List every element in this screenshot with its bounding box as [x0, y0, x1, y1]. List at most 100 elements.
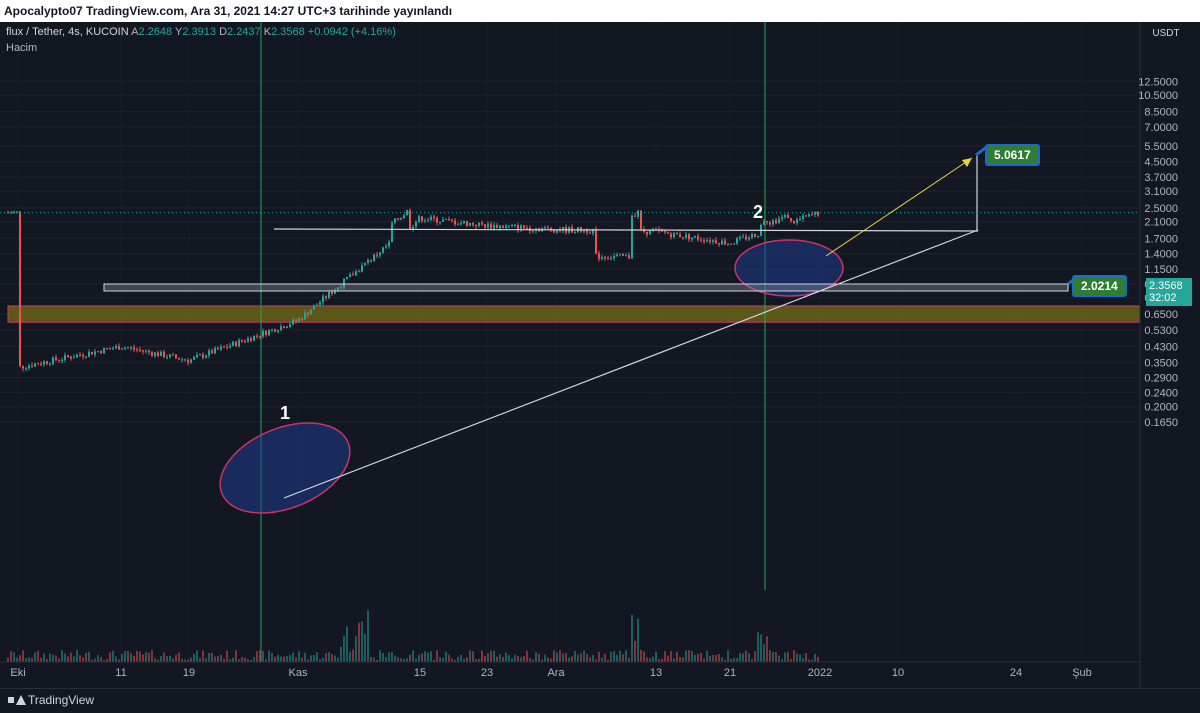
candle-body	[265, 330, 267, 336]
volume-bar	[760, 634, 762, 662]
high-value: 2.3913	[182, 26, 216, 38]
candle-body	[142, 350, 144, 352]
volume-bar	[787, 652, 789, 662]
candle-body	[466, 221, 468, 226]
volume-bar	[526, 650, 528, 662]
ellipse-2	[734, 239, 844, 297]
volume-bar	[247, 659, 249, 662]
candle-body	[556, 229, 558, 233]
candle-body	[34, 363, 36, 367]
volume-bar	[115, 656, 117, 662]
volume-bar	[13, 652, 15, 662]
volume-bar	[160, 656, 162, 662]
candle-body	[229, 345, 231, 348]
candle-body	[16, 211, 18, 213]
volume-bar	[598, 651, 600, 662]
volume-bar	[94, 658, 96, 662]
candle-body	[361, 265, 363, 272]
open-value: 2.2648	[138, 26, 173, 38]
tradingview-logo[interactable]: TradingView	[8, 693, 94, 707]
candle-body	[391, 222, 393, 243]
candle-body	[496, 225, 498, 229]
open-label: A	[131, 26, 139, 38]
volume-bar	[43, 653, 45, 662]
volume-bar	[583, 650, 585, 662]
candle-body	[136, 349, 138, 351]
volume-bar	[679, 657, 681, 662]
volume-bar	[262, 650, 264, 662]
volume-bar	[82, 657, 84, 662]
candle-body	[685, 234, 687, 238]
demand-zone	[7, 305, 1141, 323]
volume-bar	[571, 656, 573, 662]
volume-bar	[34, 652, 36, 662]
price-tick-label: 0.5300	[1144, 325, 1178, 337]
candle-body	[373, 254, 375, 261]
candle-body	[115, 346, 117, 349]
volume-bar	[343, 635, 345, 662]
volume-bar	[268, 650, 270, 662]
candle-body	[148, 350, 150, 353]
candle-body	[286, 326, 288, 329]
candle-body	[199, 354, 201, 356]
candle-body	[49, 363, 51, 365]
volume-bar	[703, 658, 705, 662]
volume-bar	[364, 634, 366, 662]
volume-bar	[511, 658, 513, 662]
candle-body	[808, 214, 810, 217]
volume-bar	[457, 656, 459, 662]
candle-body	[253, 335, 255, 341]
candle-body	[733, 243, 735, 245]
volume-bar	[109, 652, 111, 662]
volume-bar	[808, 659, 810, 662]
volume-bar	[10, 651, 12, 662]
volume-bar	[505, 652, 507, 662]
volume-bar	[355, 636, 357, 662]
volume-bar	[145, 652, 147, 662]
candle-body	[442, 219, 444, 222]
candle-body	[25, 368, 27, 370]
volume-bar	[76, 650, 78, 662]
candle-body	[280, 326, 282, 331]
volume-bar	[538, 653, 540, 662]
candle-body	[481, 222, 483, 225]
price-tick-label: 3.7000	[1144, 172, 1178, 184]
candle-body	[406, 210, 408, 216]
volume-bar	[757, 632, 759, 662]
time-tick-label: 2022	[808, 667, 832, 679]
candle-body	[259, 335, 261, 337]
volume-bar	[712, 654, 714, 662]
volume-bar	[574, 650, 576, 662]
volume-bar	[724, 659, 726, 662]
price-tick-label: 10.5000	[1138, 90, 1178, 102]
volume-bar	[670, 650, 672, 662]
volume-bar	[388, 652, 390, 662]
candle-body	[331, 291, 333, 294]
volume-bar	[385, 657, 387, 662]
candle-body	[790, 217, 792, 221]
price-tick-label: 2.1000	[1144, 217, 1178, 229]
candle-body	[583, 230, 585, 232]
candle-body	[244, 341, 246, 343]
candle-body	[586, 230, 588, 233]
volume-bar	[577, 654, 579, 662]
volume-bar	[637, 618, 639, 662]
price-tick-label: 7.0000	[1144, 122, 1178, 134]
volume-bar	[199, 657, 201, 662]
volume-bar	[730, 658, 732, 662]
volume-bar	[223, 658, 225, 662]
volume-bar	[412, 650, 414, 662]
candle-body	[160, 351, 162, 356]
target-price-tag[interactable]: 5.0617	[985, 144, 1040, 166]
candle-body	[694, 236, 696, 238]
volume-bar	[709, 655, 711, 662]
volume-bar	[283, 656, 285, 662]
candle-body	[418, 216, 420, 222]
volume-bar	[676, 651, 678, 662]
price-chart[interactable]: 12 12.500010.50008.50007.00005.50004.500…	[0, 22, 1200, 688]
candle-body	[679, 234, 681, 237]
support-price-tag[interactable]: 2.0214	[1072, 275, 1127, 297]
volume-bar	[514, 654, 516, 662]
volume-bar	[373, 657, 375, 662]
volume-bar	[184, 659, 186, 662]
